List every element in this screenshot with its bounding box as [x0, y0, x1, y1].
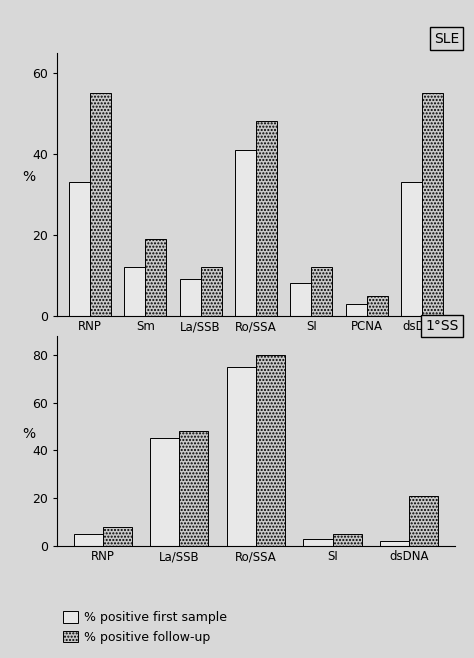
Bar: [179, 431, 209, 546]
Bar: [366, 295, 388, 316]
Bar: [90, 93, 111, 316]
Bar: [124, 267, 146, 316]
Bar: [227, 367, 256, 546]
Bar: [235, 150, 256, 316]
Text: SLE: SLE: [434, 32, 459, 45]
Bar: [333, 534, 362, 546]
Bar: [180, 280, 201, 316]
Bar: [69, 182, 90, 316]
Bar: [290, 284, 311, 316]
Y-axis label: %: %: [22, 170, 36, 184]
Bar: [409, 496, 438, 546]
Legend: % positive first sample, % positive follow-up: % positive first sample, % positive foll…: [63, 611, 228, 644]
Bar: [311, 267, 332, 316]
Bar: [256, 355, 285, 546]
Y-axis label: %: %: [22, 427, 36, 441]
Bar: [150, 438, 179, 546]
Bar: [303, 539, 333, 546]
Bar: [201, 267, 222, 316]
Bar: [401, 182, 422, 316]
Bar: [346, 304, 366, 316]
Bar: [422, 93, 443, 316]
Bar: [74, 534, 103, 546]
Bar: [103, 527, 132, 546]
Bar: [146, 239, 166, 316]
Bar: [380, 542, 409, 546]
Bar: [256, 122, 277, 316]
Text: 1°SS: 1°SS: [426, 318, 459, 333]
